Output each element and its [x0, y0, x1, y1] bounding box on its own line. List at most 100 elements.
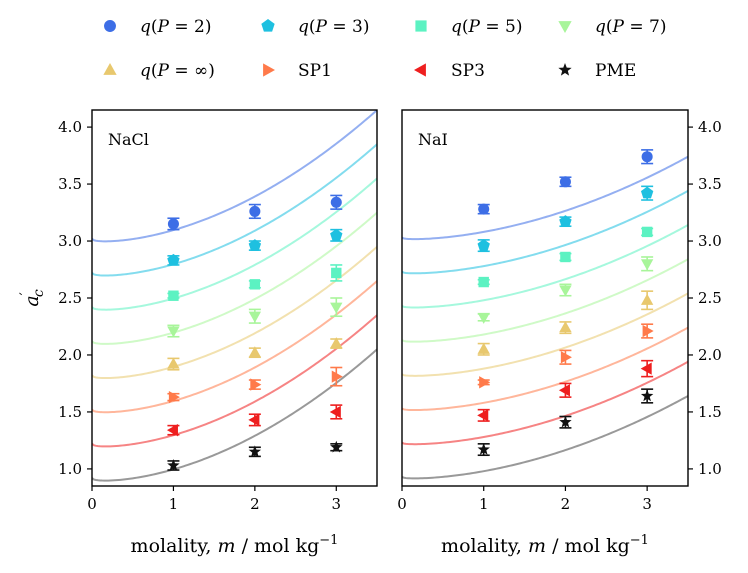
data-point-q-p-3 [559, 215, 572, 227]
x-tick-label: 2 [561, 495, 571, 513]
series-q-p-5 [477, 226, 654, 288]
data-point-q-p-7 [640, 259, 654, 271]
legend-label: q(P = ∞) [140, 61, 215, 81]
model-curve-q-p-7 [92, 211, 377, 345]
data-point-sp1 [331, 370, 343, 383]
legend-item-q-p-3: q(P = 3) [261, 17, 369, 37]
data-point-q-p-3 [640, 186, 654, 199]
y-tick-label: 3.0 [698, 232, 722, 250]
legend-item-q-p-inf: q(P = ∞) [103, 61, 215, 81]
model-curve-q-p-5 [402, 224, 688, 309]
data-point-q-p-inf [477, 342, 490, 354]
model-curve-pme [402, 395, 688, 480]
series-q-p-2 [477, 149, 654, 215]
data-point-sp3 [558, 384, 570, 397]
legend-item-pme: PME [558, 61, 636, 81]
data-point-q-p-7 [167, 326, 180, 338]
series-pme [477, 388, 654, 457]
panel-nai: 0 1 2 3 1.0 1.5 2.0 2.5 3.0 3.5 4.0 NaI molality, m … [397, 109, 722, 557]
data-point-sp3 [477, 409, 489, 422]
data-point-q-p-7 [248, 311, 262, 323]
data-point-sp3 [329, 405, 341, 419]
legend-item-q-p-5: q(P = 5) [415, 17, 522, 37]
model-curve-sp1 [402, 326, 688, 412]
series-q-p-3 [477, 185, 654, 253]
y-tick-label: 2.0 [58, 346, 82, 364]
data-point-q-p-inf [248, 346, 262, 358]
legend-label: q(P = 7) [595, 17, 666, 37]
x-tick-label: 0 [397, 495, 407, 513]
x-tick-label: 1 [169, 495, 179, 513]
model-curve-sp1 [92, 280, 377, 414]
data-point-sp1 [479, 376, 491, 389]
data-point-sp3 [640, 362, 652, 375]
legend-marker-sp3 [414, 63, 426, 77]
y-axis-label: a′c [18, 289, 47, 307]
series-sp3 [166, 404, 343, 437]
data-point-q-p-5 [249, 279, 261, 290]
series-sp3 [477, 359, 654, 422]
panel-title: NaI [418, 130, 448, 149]
series-q-p-5 [167, 264, 343, 301]
model-curve-q-p-5 [92, 177, 377, 311]
y-tick-label: 3.0 [58, 232, 82, 250]
data-point-q-p-3 [248, 239, 262, 251]
series-sp1 [167, 366, 343, 404]
legend-marker-q-p-3 [261, 19, 275, 32]
data-point-sp3 [248, 413, 260, 427]
y-tick-label: 2.0 [698, 346, 722, 364]
data-point-pme [559, 415, 572, 428]
data-point-q-p-5 [641, 226, 653, 238]
y-tick-label: 4.0 [698, 118, 722, 136]
x-tick-label: 2 [250, 495, 260, 513]
y-tick-label: 1.0 [698, 460, 722, 478]
data-point-q-p-3 [167, 253, 180, 266]
data-point-q-p-5 [560, 251, 571, 263]
data-point-sp1 [642, 324, 654, 338]
data-point-q-p-2 [559, 176, 571, 188]
series-q-p-3 [167, 228, 343, 266]
model-curves [92, 110, 377, 482]
x-tick-label: 3 [642, 495, 652, 513]
y-tick-label: 2.5 [58, 289, 82, 307]
model-curve-q-p-2 [402, 155, 688, 241]
model-curves [402, 155, 688, 480]
data-point-q-p-7 [559, 285, 572, 297]
legend-marker-pme [558, 63, 572, 76]
data-point-pme [167, 458, 180, 471]
data-point-q-p-2 [167, 218, 179, 230]
legend-marker-q-p-2 [104, 20, 116, 32]
model-curve-q-p-3 [402, 189, 688, 275]
data-point-q-p-3 [330, 228, 343, 241]
data-point-pme [640, 389, 654, 402]
model-curve-q-p-7 [402, 258, 688, 343]
legend-item-q-p-7: q(P = 7) [558, 17, 666, 37]
legend-label: PME [595, 61, 636, 81]
legend-item-q-p-2: q(P = 2) [104, 17, 211, 37]
x-axis-label: molality, m / mol kg−1 [131, 533, 339, 557]
x-tick-label: 3 [332, 495, 342, 513]
data-point-q-p-5 [478, 276, 489, 288]
model-curve-sp3 [402, 360, 688, 446]
legend-marker-q-p-7 [558, 21, 572, 33]
y-tick-label: 1.5 [58, 403, 82, 421]
data-point-pme [477, 443, 490, 455]
x-tick-label: 1 [479, 495, 489, 513]
model-curve-q-p-inf [92, 246, 377, 380]
data-point-q-p-7 [330, 302, 343, 314]
legend-label: q(P = 2) [140, 17, 211, 37]
y-tick-label: 3.5 [698, 175, 722, 193]
data-point-sp1 [168, 390, 180, 404]
data-point-q-p-2 [478, 203, 490, 215]
series-q-p-2 [167, 194, 343, 231]
y-tick-label: 1.0 [58, 460, 82, 478]
data-point-q-p-5 [331, 267, 342, 279]
legend-marker-sp1 [263, 63, 275, 77]
data-point-q-p-inf [640, 293, 654, 305]
x-axis-label: molality, m / mol kg−1 [441, 533, 649, 557]
model-curve-q-p-3 [92, 143, 377, 277]
panel-nacl: 0 1 2 3 1.0 1.5 2.0 2.5 3.0 3.5 4.0 NaCl molality, m… [18, 109, 378, 557]
legend-item-sp1: SP1 [263, 61, 332, 81]
legend-marker-q-p-inf [103, 63, 117, 75]
